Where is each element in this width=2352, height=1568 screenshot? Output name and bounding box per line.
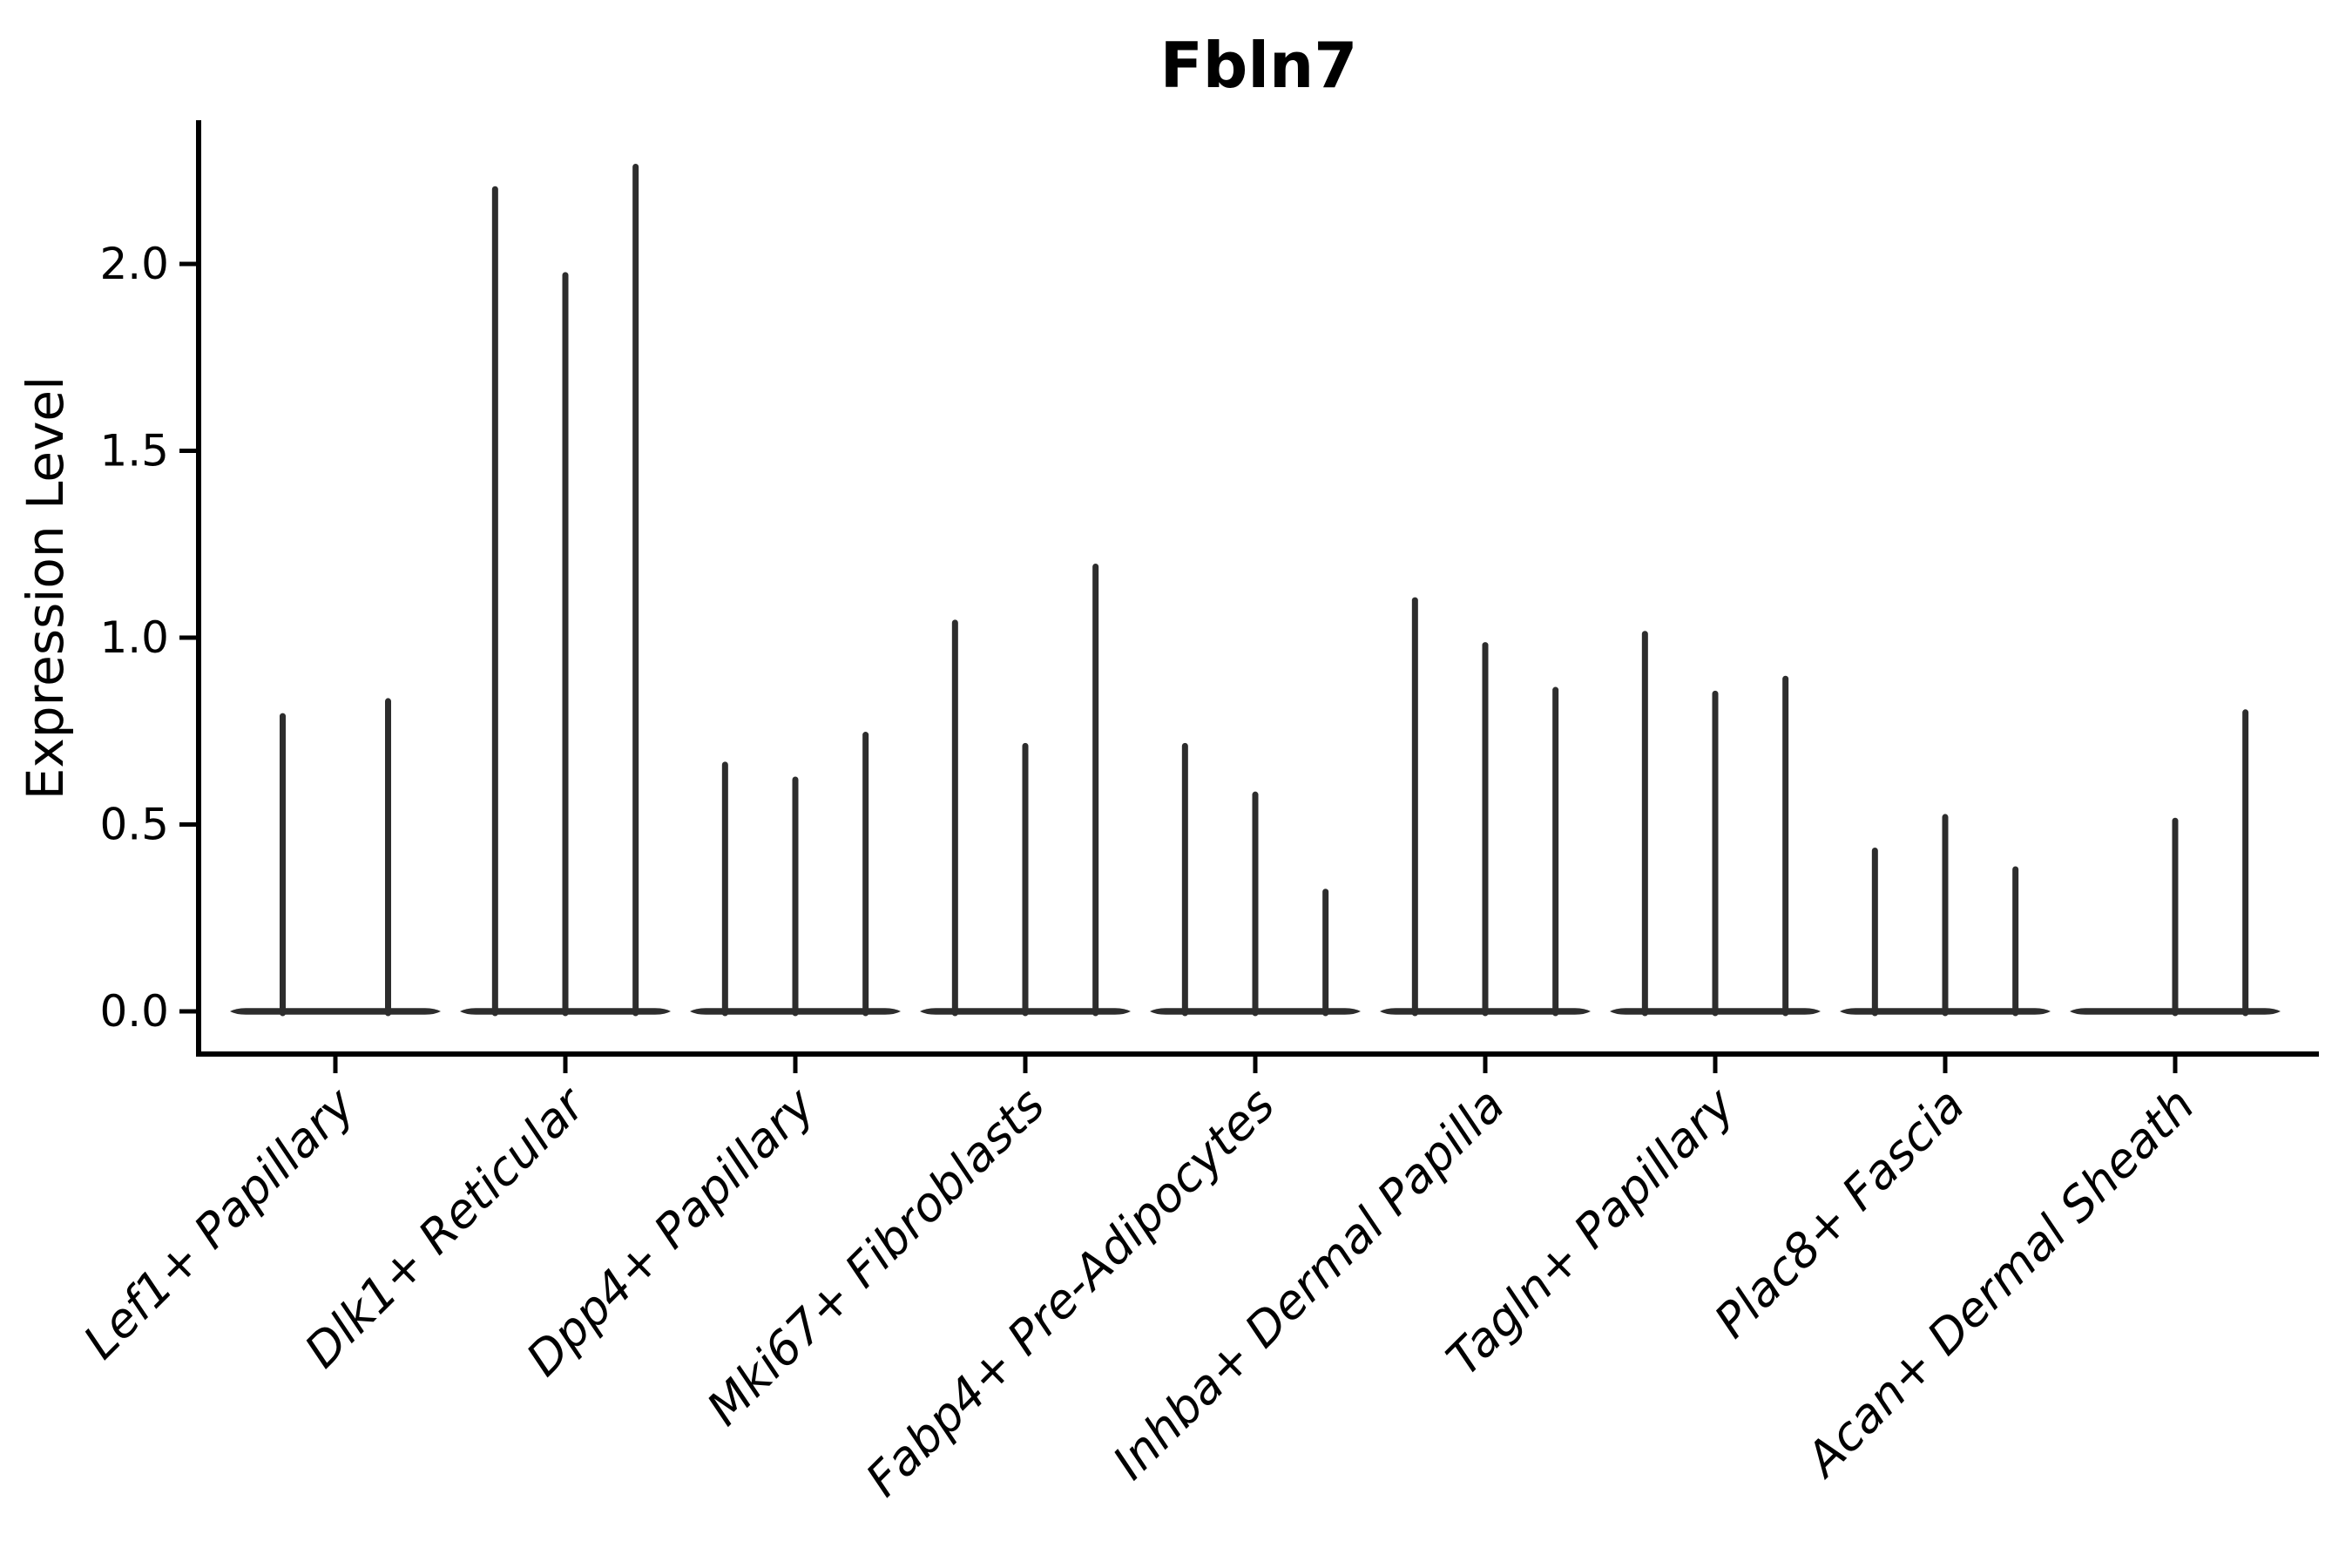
x-category-label: Acan+ Dermal Sheath	[1794, 1078, 2205, 1489]
y-tick-label: 1.5	[99, 426, 169, 476]
violin-baseline	[230, 1008, 441, 1015]
y-tick-label: 1.0	[99, 612, 169, 663]
y-tick-label: 2.0	[99, 239, 169, 289]
x-category-label: Fabp4+ Pre-Adipocytes	[855, 1078, 1285, 1507]
y-tick-label: 0.5	[99, 800, 169, 850]
x-category-label: Inhba+ Dermal Papilla	[1102, 1078, 1515, 1490]
chart-title: Fbln7	[1160, 29, 1358, 102]
y-tick-label: 0.0	[99, 986, 169, 1037]
x-category-label: Plac8+ Fascia	[1704, 1078, 1975, 1348]
y-axis-label: Expression Level	[16, 376, 75, 800]
y-axis: 0.0 0.5 1.0 1.5 2.0	[99, 120, 201, 1057]
violin-series	[230, 163, 2281, 1017]
